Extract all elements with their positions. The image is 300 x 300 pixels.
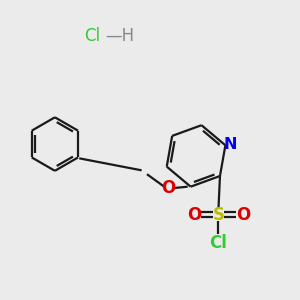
Text: Cl: Cl: [85, 27, 101, 45]
Text: S: S: [212, 206, 224, 224]
Text: O: O: [187, 206, 201, 224]
Text: —H: —H: [105, 27, 134, 45]
Text: O: O: [236, 206, 250, 224]
Text: N: N: [224, 137, 237, 152]
Text: Cl: Cl: [210, 235, 227, 253]
Text: O: O: [161, 179, 176, 197]
